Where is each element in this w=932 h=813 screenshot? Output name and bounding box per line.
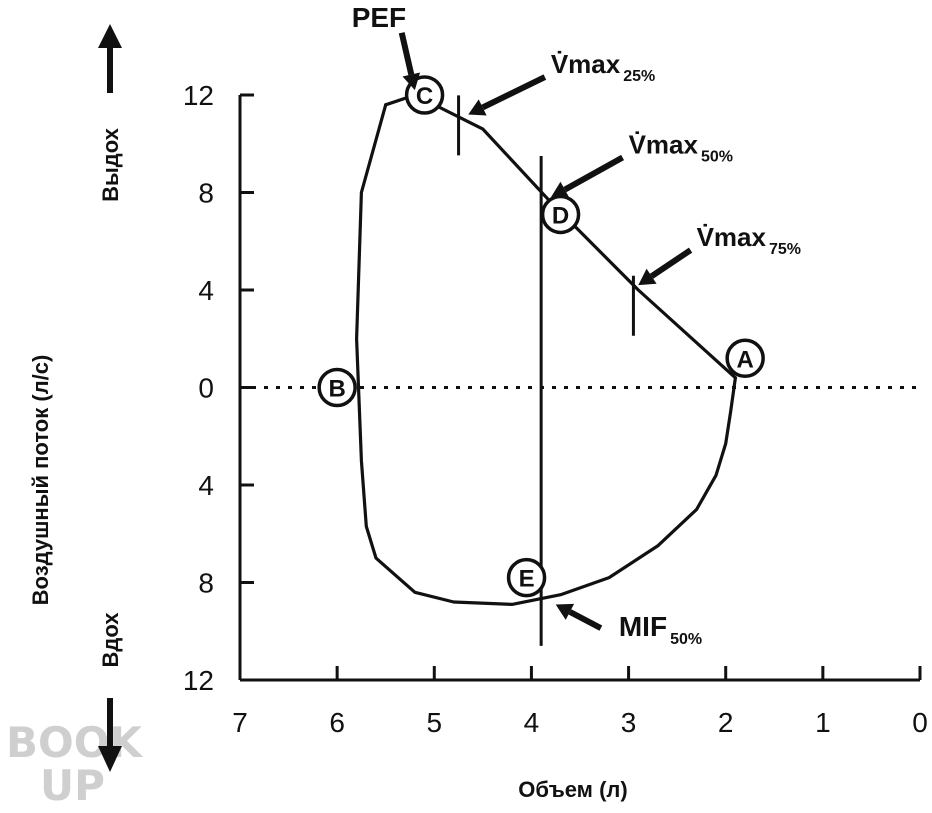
annotation-text: V̇max 75% xyxy=(697,222,801,258)
x-tick-label: 2 xyxy=(718,707,734,738)
annotation-vmax-75: V̇max 75% xyxy=(638,222,801,286)
x-tick-label: 4 xyxy=(524,707,540,738)
x-tick-label: 7 xyxy=(232,707,248,738)
y-tick-label: 4 xyxy=(198,470,214,501)
point-label: E xyxy=(519,566,535,593)
watermark-line1: BOOK xyxy=(6,718,143,767)
annotation-arrow-shaft xyxy=(481,74,547,111)
annotation-text: V̇max 50% xyxy=(629,130,733,166)
x-axis-title: Объем (л) xyxy=(518,777,627,802)
flow-volume-loop xyxy=(355,93,738,607)
annotation-text: MIF 50% xyxy=(619,611,702,648)
annotations: PEF V̇max 25% V̇max 50% V̇max 75% MIF 50% xyxy=(352,2,801,648)
annotation-mif-50: MIF 50% xyxy=(555,603,702,648)
series-loop-return xyxy=(355,103,738,607)
annotation-arrow-shaft xyxy=(568,609,603,631)
annotation-arrowhead xyxy=(468,99,487,116)
y-tick-label: 8 xyxy=(198,178,214,209)
annotation-arrowhead xyxy=(555,603,575,620)
point-label: D xyxy=(552,202,569,229)
arrow-up-icon xyxy=(98,24,122,93)
x-tick-label: 3 xyxy=(621,707,637,738)
point-a: A xyxy=(725,338,765,378)
annotation-arrow-shaft xyxy=(563,154,625,193)
y-tick-label: 12 xyxy=(183,665,214,696)
point-label: C xyxy=(416,83,433,110)
annotation-arrow-shaft xyxy=(649,247,693,279)
x-tick-label: 1 xyxy=(815,707,831,738)
point-circle xyxy=(506,557,547,598)
annotation-arrowhead xyxy=(402,72,421,91)
y-axis-title-top: Выдох xyxy=(98,127,123,202)
y-axis-title-bottom: Вдох xyxy=(98,612,123,668)
point-d: D xyxy=(540,194,581,235)
annotation-text: V̇max 25% xyxy=(551,49,655,85)
reference-lines xyxy=(240,155,920,646)
x-tick-label: 5 xyxy=(426,707,442,738)
y-tick-label: 4 xyxy=(198,275,214,306)
annotation-arrowhead xyxy=(638,268,657,286)
axes: 12 8 4 0 4 8 12 7 6 5 4 3 2 1 0 xyxy=(183,80,928,738)
annotation-pef: PEF xyxy=(352,2,421,91)
point-e: E xyxy=(506,557,547,598)
y-axis-title: Воздушный поток (л/с) xyxy=(28,355,53,606)
y-tick-label: 8 xyxy=(198,568,214,599)
annotation-arrow-shaft xyxy=(398,32,415,76)
vmax-tick-marks xyxy=(457,95,635,336)
watermark: BOOK UP xyxy=(6,718,143,810)
annotation-text: PEF xyxy=(352,2,406,33)
point-b: B xyxy=(317,367,357,408)
x-tick-label: 6 xyxy=(329,707,345,738)
arrow-down-icon xyxy=(98,698,122,772)
annotation-vmax-25: V̇max 25% xyxy=(468,49,655,116)
labeled-points: A B C D E xyxy=(317,75,765,598)
point-circle xyxy=(317,367,357,408)
annotation-vmax-50: V̇max 50% xyxy=(550,130,733,198)
y-tick-label: 12 xyxy=(183,80,214,111)
annotation-arrowhead xyxy=(550,181,570,198)
x-tick-label: 0 xyxy=(912,707,928,738)
watermark-line2: UP xyxy=(40,761,105,810)
y-tick-label: 0 xyxy=(198,373,214,404)
point-circle xyxy=(725,338,765,378)
point-label: A xyxy=(736,346,753,373)
point-label: B xyxy=(328,376,345,403)
